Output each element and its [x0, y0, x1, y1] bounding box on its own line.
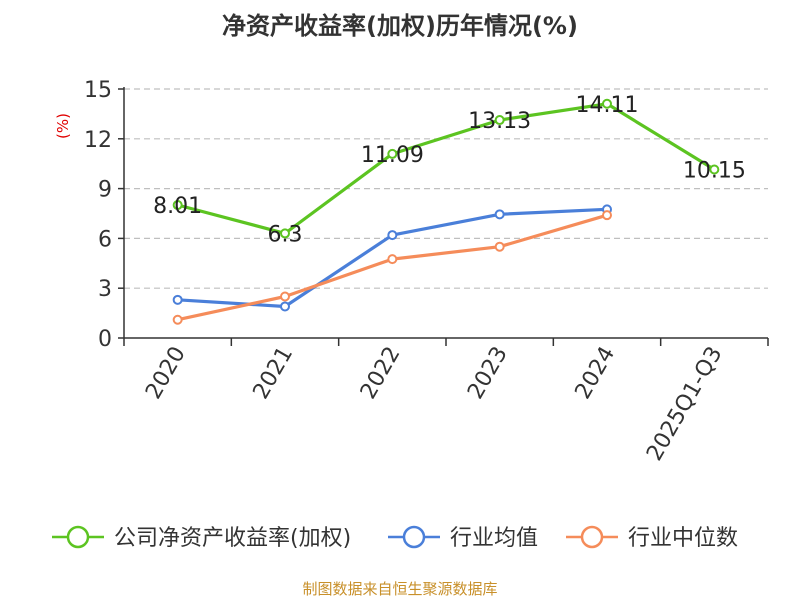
source-note: 制图数据来自恒生聚源数据库: [302, 580, 497, 598]
y-tick-label: 0: [98, 327, 112, 352]
data-point: [280, 301, 290, 312]
chart-title: 净资产收益率(加权)历年情况(%): [222, 12, 578, 40]
data-point: [387, 148, 398, 159]
data-label: 11.09: [361, 143, 424, 168]
y-tick-label: 3: [98, 277, 112, 302]
legend-label: 行业均值: [450, 526, 538, 551]
data-label-layer: 8.01 6.3 11.09 13.13 14.11 10.15: [153, 93, 746, 248]
data-label: 10.15: [683, 159, 746, 184]
data-point: [494, 209, 505, 220]
legend-marker: [66, 525, 90, 549]
y-tick-label: 12: [84, 128, 112, 153]
data-label: 6.3: [268, 222, 303, 247]
data-point: [172, 294, 183, 305]
series-layer: [172, 98, 720, 325]
data-point: [602, 98, 612, 109]
data-point: [494, 115, 505, 126]
series-line: [177, 102, 716, 235]
x-tick-label: 2021: [249, 343, 299, 404]
legend-label: 行业中位数: [628, 526, 738, 551]
legend: 公司净资产收益率(加权) 行业均值 行业中位数: [52, 525, 738, 551]
data-point: [280, 228, 290, 239]
x-tick-label: 2020: [141, 343, 191, 404]
data-point: [280, 291, 290, 302]
data-point: [709, 164, 720, 175]
data-point: [387, 230, 398, 241]
x-tick-label: 2022: [356, 343, 406, 404]
x-tick-label: 2025Q1-Q3: [642, 343, 727, 466]
data-point: [172, 200, 183, 211]
data-label: 14.11: [576, 93, 639, 118]
legend-label: 公司净资产收益率(加权): [114, 526, 351, 551]
data-label: 8.01: [153, 194, 202, 219]
legend-marker: [580, 525, 604, 549]
y-tick-label: 15: [84, 78, 112, 103]
x-tick-label: 2024: [571, 343, 621, 404]
x-tick-label: 2023: [463, 342, 513, 403]
data-point: [172, 314, 183, 325]
data-point: [494, 241, 505, 252]
grid-layer: [124, 88, 768, 289]
data-label: 13.13: [468, 109, 531, 134]
legend-marker: [402, 525, 426, 549]
data-point: [602, 210, 612, 221]
y-tick-label: 9: [98, 178, 112, 203]
y-axis-label: (%): [54, 113, 72, 139]
data-point: [387, 254, 398, 265]
y-tick-label: 6: [98, 227, 112, 252]
axis-layer: 0 3 6 9 12 15 2020 2021 2022 2023 2024 2025Q1-Q3: [84, 78, 769, 466]
